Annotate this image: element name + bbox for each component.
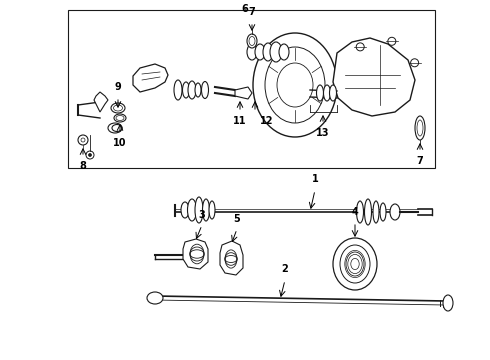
Ellipse shape	[388, 37, 396, 45]
Text: 7: 7	[248, 7, 255, 17]
Ellipse shape	[147, 292, 163, 304]
Bar	[68, 10, 435, 168]
Ellipse shape	[116, 116, 124, 121]
Ellipse shape	[247, 34, 257, 48]
Ellipse shape	[443, 295, 453, 311]
Ellipse shape	[356, 43, 364, 51]
Ellipse shape	[181, 202, 189, 218]
Polygon shape	[183, 239, 208, 269]
Ellipse shape	[317, 85, 323, 101]
Text: 11: 11	[233, 116, 247, 126]
Ellipse shape	[346, 252, 364, 276]
Ellipse shape	[111, 103, 125, 113]
Ellipse shape	[415, 116, 425, 140]
Ellipse shape	[323, 85, 330, 101]
Ellipse shape	[380, 203, 386, 221]
Ellipse shape	[188, 81, 196, 99]
Text: 1: 1	[312, 174, 318, 184]
Text: 10: 10	[113, 138, 127, 148]
Ellipse shape	[365, 199, 371, 225]
Polygon shape	[235, 87, 252, 99]
Ellipse shape	[195, 83, 201, 97]
Ellipse shape	[411, 59, 418, 67]
Polygon shape	[220, 241, 243, 275]
Text: 2: 2	[282, 264, 289, 274]
Ellipse shape	[265, 47, 325, 123]
Ellipse shape	[108, 123, 122, 133]
Ellipse shape	[174, 80, 182, 100]
Ellipse shape	[373, 201, 379, 223]
Polygon shape	[333, 38, 415, 116]
Ellipse shape	[340, 245, 370, 283]
Text: 4: 4	[352, 207, 358, 217]
Text: 5: 5	[234, 214, 241, 224]
Ellipse shape	[263, 43, 273, 61]
Polygon shape	[133, 64, 168, 92]
Circle shape	[86, 151, 94, 159]
Ellipse shape	[255, 44, 265, 60]
Text: 12: 12	[260, 116, 273, 126]
Ellipse shape	[112, 125, 122, 131]
Text: 7: 7	[416, 156, 423, 166]
Ellipse shape	[209, 201, 215, 219]
Ellipse shape	[182, 82, 190, 98]
Polygon shape	[94, 92, 108, 112]
Ellipse shape	[201, 81, 209, 99]
Circle shape	[89, 153, 92, 157]
Ellipse shape	[253, 33, 337, 137]
Ellipse shape	[195, 197, 203, 223]
Ellipse shape	[390, 204, 400, 220]
Ellipse shape	[114, 105, 122, 111]
Ellipse shape	[279, 44, 289, 60]
Ellipse shape	[249, 36, 255, 45]
Text: 13: 13	[316, 128, 330, 138]
Ellipse shape	[114, 114, 126, 122]
Text: 6: 6	[242, 4, 248, 14]
Text: 8: 8	[79, 161, 86, 171]
Text: 3: 3	[198, 210, 205, 220]
Ellipse shape	[329, 85, 337, 101]
Ellipse shape	[277, 63, 313, 107]
Circle shape	[81, 138, 85, 142]
Ellipse shape	[188, 199, 196, 221]
Ellipse shape	[357, 201, 364, 223]
Ellipse shape	[270, 42, 282, 62]
Text: 9: 9	[115, 82, 122, 92]
Circle shape	[78, 135, 88, 145]
Ellipse shape	[202, 199, 210, 221]
Ellipse shape	[417, 120, 423, 136]
Ellipse shape	[333, 238, 377, 290]
Ellipse shape	[247, 44, 257, 60]
